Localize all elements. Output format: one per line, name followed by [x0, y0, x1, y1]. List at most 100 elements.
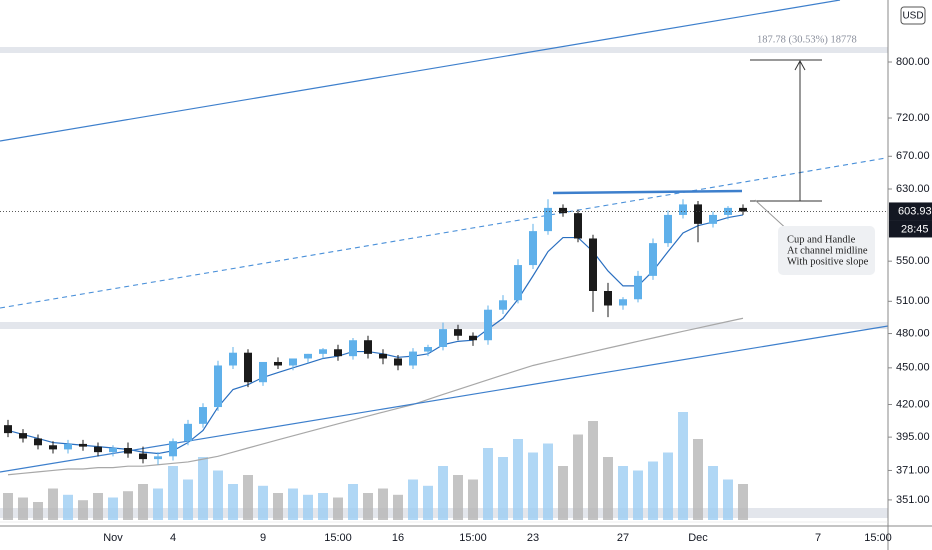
candle-body — [409, 351, 417, 366]
candle-body — [169, 441, 177, 457]
y-tick-label: 800.00 — [896, 56, 930, 68]
measure-label: 187.78 (30.53%) 18778 — [757, 34, 857, 45]
volume-bar — [708, 466, 718, 520]
volume-bar — [678, 412, 688, 520]
volume-bar — [228, 484, 238, 520]
candle-body — [94, 446, 102, 453]
x-tick-label: 15:00 — [459, 532, 487, 544]
candle-body — [664, 214, 672, 244]
volume-bar — [93, 493, 103, 520]
candle-body — [109, 448, 117, 453]
candle-body — [139, 453, 147, 460]
volume-bar — [198, 457, 208, 520]
x-tick-label: 16 — [392, 532, 404, 544]
countdown: 28:45 — [901, 223, 929, 235]
volume-bar — [33, 502, 43, 520]
volume-bar — [618, 466, 628, 520]
y-tick-label: 351.00 — [896, 494, 930, 506]
channel-mid — [0, 157, 887, 309]
candle-body — [124, 448, 132, 454]
candle-body — [514, 265, 522, 301]
volume-bar — [648, 461, 658, 520]
candle-body — [709, 214, 717, 224]
annotation-line: Cup and Handle — [787, 234, 856, 245]
annotation-line: At channel midline — [787, 245, 868, 256]
candle-body — [244, 352, 252, 383]
volume-bar — [603, 457, 613, 520]
y-tick-label: 550.00 — [896, 255, 930, 267]
candle-body — [64, 443, 72, 450]
volume-bar — [588, 421, 598, 520]
zone-band — [0, 322, 888, 329]
candle-body — [4, 425, 12, 434]
volume-bar — [243, 475, 253, 520]
candle-body — [484, 309, 492, 341]
y-tick-label: 371.00 — [896, 464, 930, 476]
volume-bar — [78, 500, 88, 520]
candle-body — [469, 335, 477, 341]
channel-lower — [0, 325, 889, 473]
candle-body — [349, 340, 357, 357]
volume-bar — [273, 493, 283, 520]
candle-body — [499, 300, 507, 310]
candle-body — [274, 361, 282, 366]
x-tick-label: 15:00 — [324, 532, 352, 544]
candle-body — [259, 361, 267, 383]
volume-bar — [453, 475, 463, 520]
last-price-label: 603.93 — [898, 205, 932, 217]
volume-bar — [468, 479, 478, 520]
volume-bar — [18, 497, 28, 520]
candle-body — [724, 207, 732, 215]
x-tick-label: 4 — [170, 532, 176, 544]
volume-bar — [318, 493, 328, 520]
candle-body — [559, 207, 567, 214]
channel-upper — [0, 0, 841, 142]
candle-body — [304, 353, 312, 359]
x-tick-label: 27 — [617, 532, 629, 544]
volume-bar — [333, 497, 343, 520]
candle-body — [619, 299, 627, 306]
candle-body — [154, 456, 162, 460]
volume-bar — [288, 488, 298, 520]
volume-bar — [513, 439, 523, 520]
candle-body — [34, 438, 42, 446]
currency-box[interactable] — [900, 6, 926, 25]
candle-body — [229, 352, 237, 366]
volume-bar — [498, 457, 508, 520]
volume-bar — [423, 485, 433, 520]
price-axis — [888, 0, 932, 550]
candle-body — [289, 358, 297, 366]
volume-pane — [3, 412, 748, 520]
y-tick-label: 510.00 — [896, 295, 930, 307]
candle-body — [529, 231, 537, 266]
sma-line — [7, 317, 744, 476]
y-tick-label: 480.00 — [896, 327, 930, 339]
candle-body — [424, 346, 432, 352]
resistance-line — [552, 189, 743, 195]
candles — [4, 199, 747, 465]
x-tick-label: Dec — [688, 532, 708, 544]
volume-bar — [543, 443, 553, 520]
candle-body — [604, 290, 612, 306]
candle-body — [634, 275, 642, 300]
x-tick-label: 7 — [815, 532, 821, 544]
volume-bar — [663, 452, 673, 520]
volume-bar — [123, 491, 133, 520]
y-tick-label: 450.00 — [896, 362, 930, 374]
candle-body — [199, 407, 207, 424]
candle-body — [589, 238, 597, 291]
volume-bar — [378, 488, 388, 520]
candle-body — [184, 423, 192, 442]
volume-bar — [153, 488, 163, 520]
volume-bar — [408, 479, 418, 520]
candle-body — [394, 358, 402, 366]
volume-bar — [213, 470, 223, 520]
candle-body — [649, 243, 657, 276]
volume-bar — [723, 479, 733, 520]
candle-body — [544, 207, 552, 232]
volume-bar — [573, 434, 583, 520]
candle-body — [454, 329, 462, 336]
x-tick-label: Nov — [103, 532, 123, 544]
y-tick-label: 720.00 — [896, 112, 930, 124]
